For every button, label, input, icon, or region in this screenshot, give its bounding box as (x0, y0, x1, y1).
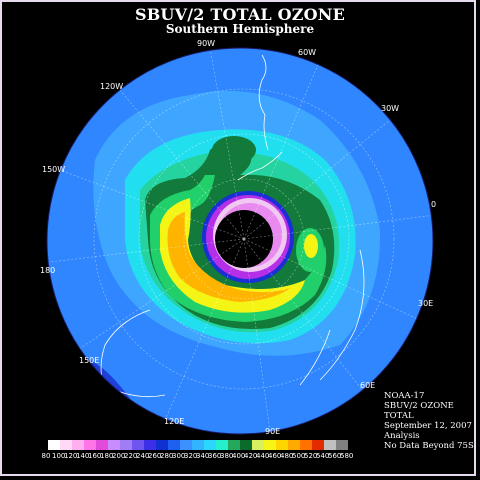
color-scale-tick: 80 (41, 452, 51, 460)
color-scale-tick: 280 (160, 452, 174, 460)
longitude-label-60w: 60W (298, 48, 317, 57)
color-swatch (60, 440, 72, 450)
color-swatch (288, 440, 300, 450)
color-scale-tick: 560 (328, 452, 342, 460)
color-swatch (144, 440, 156, 450)
color-swatch (84, 440, 96, 450)
color-scale-tick: 380 (220, 452, 234, 460)
color-scale-bar (48, 440, 348, 450)
color-scale-tick: 160 (88, 452, 102, 460)
color-swatch (324, 440, 336, 450)
color-scale-tick: 240 (136, 452, 150, 460)
color-swatch (192, 440, 204, 450)
color-swatch (300, 440, 312, 450)
longitude-label-0: 0 (431, 200, 437, 209)
color-scale-tick: 540 (316, 452, 330, 460)
graticule (49, 48, 433, 433)
color-swatch (180, 440, 192, 450)
longitude-label-60e: 60E (360, 381, 376, 390)
ozone-east-yellow-patch (304, 234, 318, 258)
color-scale-tick: 320 (184, 452, 198, 460)
longitude-label-30e: 30E (418, 299, 434, 308)
color-scale-ticks: 80 100 120 140 160 180 200 220 240 260 280 300 320 34… (40, 452, 354, 460)
color-swatch (108, 440, 120, 450)
color-scale-tick: 260 (148, 452, 162, 460)
color-swatch (216, 440, 228, 450)
color-scale-tick: 300 (172, 452, 186, 460)
longitude-label-90w: 90W (197, 39, 216, 48)
color-scale-tick: 220 (124, 452, 138, 460)
color-scale-tick: 120 (64, 452, 78, 460)
color-scale-tick: 200 (112, 452, 126, 460)
color-swatch (156, 440, 168, 450)
color-swatch (276, 440, 288, 450)
longitude-label-120w: 120W (100, 82, 124, 91)
map-subtitle: Southern Hemisphere (165, 22, 315, 36)
color-swatch (264, 440, 276, 450)
info-quantity: TOTAL (384, 411, 414, 421)
color-scale-tick: 580 (340, 452, 354, 460)
color-swatch (96, 440, 108, 450)
color-swatch (336, 440, 348, 450)
color-swatch (204, 440, 216, 450)
longitude-label-120e: 120E (164, 417, 185, 426)
color-scale-tick: 140 (76, 452, 90, 460)
color-swatch (72, 440, 84, 450)
color-scale-tick: 440 (256, 452, 270, 460)
color-swatch (168, 440, 180, 450)
map-boundary (46, 47, 434, 435)
color-swatch (252, 440, 264, 450)
longitude-label-180: 180 (40, 266, 56, 275)
ozone-max-orange (167, 212, 290, 302)
longitude-label-30w: 30W (381, 104, 400, 113)
color-scale-tick: 500 (292, 452, 306, 460)
color-scale-tick: 180 (100, 452, 114, 460)
info-type: Analysis (384, 431, 420, 441)
color-swatch (228, 440, 240, 450)
color-scale-tick: 480 (280, 452, 294, 460)
map-title: SBUV/2 TOTAL OZONE (134, 5, 346, 24)
color-scale-tick: 520 (304, 452, 318, 460)
longitude-label-150w: 150W (42, 165, 66, 174)
color-scale-tick: 340 (196, 452, 210, 460)
info-date: September 12, 2007 (384, 421, 472, 431)
color-swatch (312, 440, 324, 450)
info-product: SBUV/2 OZONE (384, 401, 454, 411)
color-swatch (240, 440, 252, 450)
info-satellite: NOAA-17 (384, 391, 425, 401)
color-swatch (120, 440, 132, 450)
longitude-label-150e: 150E (79, 356, 100, 365)
longitude-label-90e: 90E (265, 427, 281, 436)
product-info: NOAA-17 SBUV/2 OZONE TOTAL September 12,… (384, 391, 474, 451)
color-scale-tick: 100 (52, 452, 66, 460)
color-scale-tick: 400 (232, 452, 246, 460)
color-scale-tick: 460 (268, 452, 282, 460)
info-note: No Data Beyond 75S (384, 441, 474, 451)
color-swatch (48, 440, 60, 450)
ozone-north-green-patch (212, 136, 256, 164)
color-scale-tick: 420 (244, 452, 258, 460)
color-swatch (132, 440, 144, 450)
color-scale-tick: 360 (208, 452, 222, 460)
